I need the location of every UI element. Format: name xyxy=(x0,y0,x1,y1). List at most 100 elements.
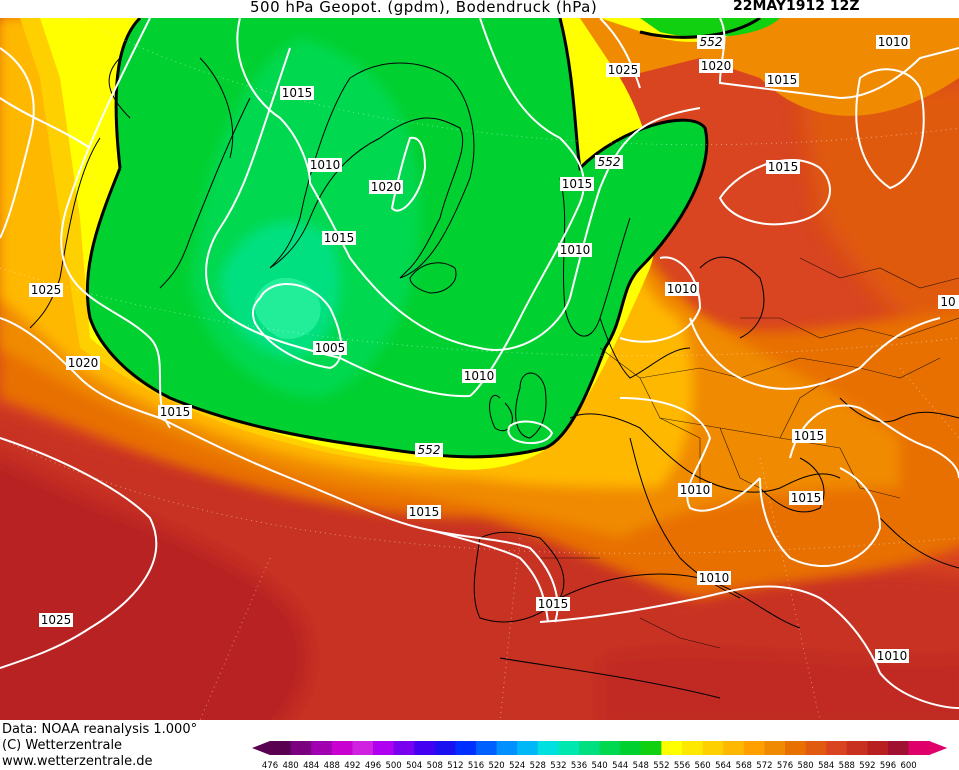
svg-text:1010: 1010 xyxy=(680,483,711,497)
legend-tick-label: 492 xyxy=(344,761,360,770)
svg-text:1015: 1015 xyxy=(324,231,355,245)
legend-color-box xyxy=(476,741,497,755)
legend-tick-label: 552 xyxy=(653,761,669,770)
legend-color-box xyxy=(805,741,827,755)
legend-tick-label: 500 xyxy=(385,761,401,770)
legend-color-box xyxy=(599,741,621,755)
svg-text:1020: 1020 xyxy=(701,59,732,73)
legend-color-box xyxy=(682,741,703,755)
legend-tick-label: 488 xyxy=(324,761,340,770)
svg-text:1010: 1010 xyxy=(310,158,341,172)
svg-text:1020: 1020 xyxy=(371,180,402,194)
geopotential-labels: 552 552 552 xyxy=(415,35,725,457)
geopotential-label: 552 xyxy=(415,443,443,457)
legend-tick-label: 584 xyxy=(818,761,834,770)
svg-text:552: 552 xyxy=(418,443,441,457)
svg-text:10: 10 xyxy=(940,295,955,309)
legend-color-box xyxy=(331,741,353,755)
weather-map-canvas: 1015 1010 1020 1015 1010 1005 1010 1015 … xyxy=(0,18,959,720)
isobar-label: 1025 xyxy=(39,613,73,627)
isobar-label: 1015 xyxy=(407,505,441,519)
svg-text:1015: 1015 xyxy=(409,505,440,519)
legend-color-box xyxy=(496,741,518,755)
legend-tick-label: 532 xyxy=(550,761,566,770)
isobar-label: 1010 xyxy=(665,282,699,296)
legend-tick-label: 496 xyxy=(365,761,381,770)
website-link[interactable]: www.wetterzentrale.de xyxy=(2,754,153,769)
legend-color-box xyxy=(373,741,394,755)
svg-text:1025: 1025 xyxy=(608,63,639,77)
isobars xyxy=(0,18,959,709)
svg-text:1015: 1015 xyxy=(562,177,593,191)
legend-tick-label: 588 xyxy=(839,761,855,770)
isobar-label: 1020 xyxy=(699,59,733,73)
isobar-label: 1015 xyxy=(766,160,800,174)
svg-text:1025: 1025 xyxy=(31,283,62,297)
svg-text:1015: 1015 xyxy=(160,405,191,419)
legend-color-box xyxy=(352,741,374,755)
legend-color-box xyxy=(723,741,745,755)
isobar-label: 1015 xyxy=(789,491,823,505)
isobar-label: 1025 xyxy=(29,283,63,297)
svg-text:1025: 1025 xyxy=(41,613,72,627)
legend-tick-label: 516 xyxy=(468,761,484,770)
isobar-label: 1025 xyxy=(606,63,640,77)
legend-color-box xyxy=(290,741,312,755)
legend-tick-label: 572 xyxy=(756,761,772,770)
svg-text:1015: 1015 xyxy=(538,597,569,611)
isobar-label: 1020 xyxy=(66,356,100,370)
legend-tick-label: 484 xyxy=(303,761,319,770)
geopotential-label: 552 xyxy=(595,155,623,169)
legend-color-box xyxy=(640,741,662,755)
legend-tick-label: 548 xyxy=(633,761,649,770)
isobar-label: 10 xyxy=(938,295,959,309)
legend-color-box xyxy=(620,741,642,755)
legend-tick-label: 508 xyxy=(427,761,443,770)
legend-arrow-right xyxy=(929,741,948,755)
legend-color-box xyxy=(702,741,724,755)
legend-tick-label: 560 xyxy=(694,761,710,770)
legend-color-box xyxy=(414,741,436,755)
svg-text:1010: 1010 xyxy=(699,571,730,585)
data-source-text: Data: NOAA reanalysis 1.000° xyxy=(2,722,198,737)
legend-tick-label: 576 xyxy=(777,761,793,770)
isobar-label: 1005 xyxy=(313,341,347,355)
geopotential-552-contour xyxy=(85,18,709,459)
legend-tick-label: 528 xyxy=(530,761,546,770)
legend-color-box xyxy=(270,741,291,755)
map-title: 500 hPa Geopot. (gpdm), Bodendruck (hPa) xyxy=(250,0,598,16)
legend-color-box xyxy=(785,741,806,755)
legend-tick-label: 476 xyxy=(262,761,278,770)
legend-tick-label: 592 xyxy=(859,761,875,770)
svg-text:552: 552 xyxy=(700,35,723,49)
legend-color-box xyxy=(888,741,909,755)
legend-tick-label: 564 xyxy=(715,761,731,770)
legend-color-box xyxy=(867,741,889,755)
legend-tick-labels: 476 480 484 488 492 496 500 504 508 512 516 520 524 5… xyxy=(262,761,917,770)
isobar-label: 1020 xyxy=(369,180,403,194)
graticule xyxy=(0,18,959,720)
svg-text:1010: 1010 xyxy=(667,282,698,296)
legend-color-box xyxy=(455,741,477,755)
isobar-label: 1010 xyxy=(308,158,342,172)
legend-tick-label: 600 xyxy=(900,761,916,770)
legend-color-box xyxy=(311,741,333,755)
svg-text:552: 552 xyxy=(598,155,621,169)
legend-arrow-left xyxy=(252,741,270,755)
legend-color-box xyxy=(558,741,580,755)
legend-tick-label: 568 xyxy=(736,761,752,770)
legend-tick-label: 540 xyxy=(591,761,607,770)
svg-text:1015: 1015 xyxy=(767,73,798,87)
map-header: 500 hPa Geopot. (gpdm), Bodendruck (hPa)… xyxy=(0,0,959,18)
isobar-label: 1010 xyxy=(558,243,592,257)
isobar-label: 1015 xyxy=(560,177,594,191)
map-date: 22MAY1912 12Z xyxy=(733,0,860,14)
color-legend: 476 480 484 488 492 496 500 504 508 512 516 520 524 5… xyxy=(252,741,948,770)
legend-tick-label: 596 xyxy=(880,761,896,770)
legend-color-box xyxy=(579,741,600,755)
svg-text:1010: 1010 xyxy=(878,35,909,49)
legend-color-box xyxy=(537,741,559,755)
legend-color-box xyxy=(661,741,683,755)
geopotential-label: 552 xyxy=(697,35,725,49)
legend-tick-label: 544 xyxy=(612,761,628,770)
